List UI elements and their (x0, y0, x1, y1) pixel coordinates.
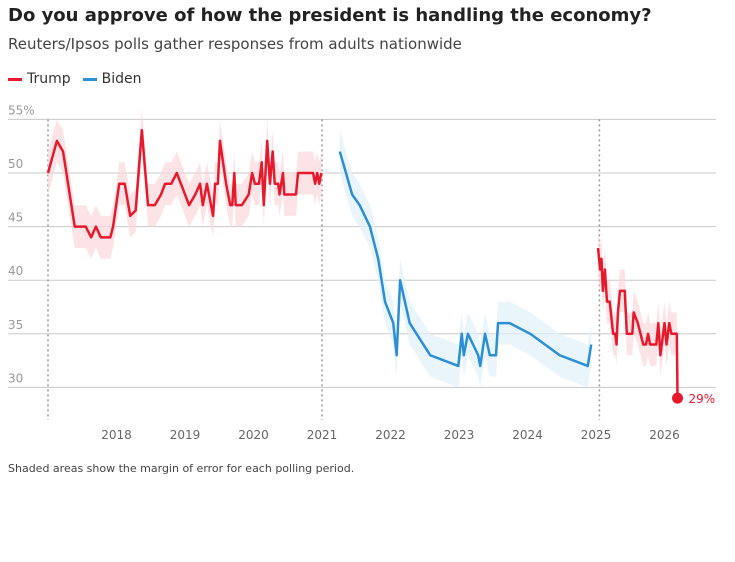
y-tick-label: 30 (8, 371, 23, 385)
x-tick-label: 2026 (649, 428, 680, 442)
series-line-trump (596, 247, 679, 399)
legend-swatch-trump (8, 77, 22, 81)
x-tick-label: 2019 (170, 428, 201, 442)
line-chart: 55% 50 45 40 35 30 2018 2019 2020 2021 2022 2023 202… (8, 103, 716, 442)
x-tick-label: 2022 (375, 428, 406, 442)
margin-of-error-band (339, 130, 592, 388)
legend-label-trump: Trump (27, 71, 71, 87)
legend-label-biden: Biden (101, 71, 142, 87)
end-value-label: 29% (689, 392, 716, 406)
y-tick-label: 55% (8, 103, 35, 117)
legend-item-trump: Trump (8, 71, 71, 87)
end-point-marker (672, 392, 684, 404)
y-tick-label: 35 (8, 318, 23, 332)
footnote: Shaded areas show the margin of error fo… (8, 462, 355, 475)
y-tick-label: 40 (8, 264, 23, 278)
legend-swatch-biden (82, 77, 97, 81)
x-tick-label: 2023 (444, 428, 475, 442)
series-line-trump (46, 128, 323, 239)
y-tick-label: 50 (8, 157, 23, 171)
x-tick-label: 2020 (238, 428, 269, 442)
x-tick-label: 2025 (581, 428, 612, 442)
x-tick-label: 2024 (512, 428, 543, 442)
chart-title: Do you approve of how the president is h… (8, 5, 652, 26)
legend: Trump Biden (8, 71, 142, 87)
margin-of-error-band (48, 108, 322, 259)
x-tick-label: 2021 (307, 428, 338, 442)
x-tick-label: 2018 (101, 428, 132, 442)
legend-item-biden: Biden (82, 71, 142, 87)
chart-subtitle: Reuters/Ipsos polls gather responses fro… (8, 35, 462, 53)
y-tick-label: 45 (8, 211, 23, 225)
series-line-biden (338, 151, 593, 368)
